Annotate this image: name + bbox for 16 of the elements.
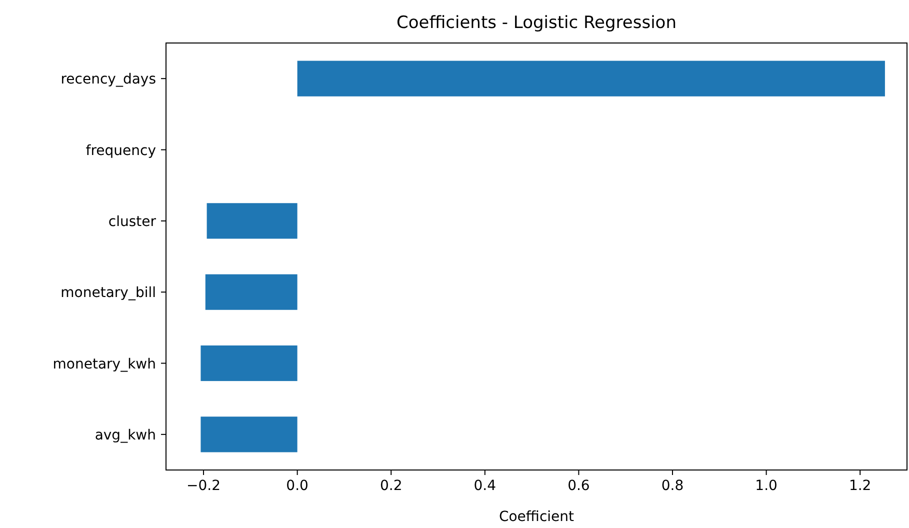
x-tick-label: 0.0 [286, 478, 308, 494]
x-tick-label: 0.6 [568, 478, 590, 494]
chart-title: Coefficients - Logistic Regression [396, 13, 677, 33]
y-tick-label: cluster [108, 214, 156, 230]
x-tick-label: 0.4 [474, 478, 496, 494]
x-tick-label: −0.2 [186, 478, 221, 494]
x-tick-label: 0.2 [380, 478, 402, 494]
x-tick-label: 0.8 [661, 478, 684, 494]
y-tick-label: avg_kwh [94, 427, 156, 444]
y-tick-label: monetary_kwh [52, 356, 156, 372]
y-tick-label: frequency [86, 142, 156, 159]
y-tick-label: monetary_bill [60, 285, 156, 302]
y-tick-label: recency_days [60, 72, 156, 88]
x-axis-title: Coefficient [498, 509, 575, 525]
x-tick-label: 1.2 [848, 478, 872, 494]
x-tick-label: 1.0 [755, 478, 778, 494]
